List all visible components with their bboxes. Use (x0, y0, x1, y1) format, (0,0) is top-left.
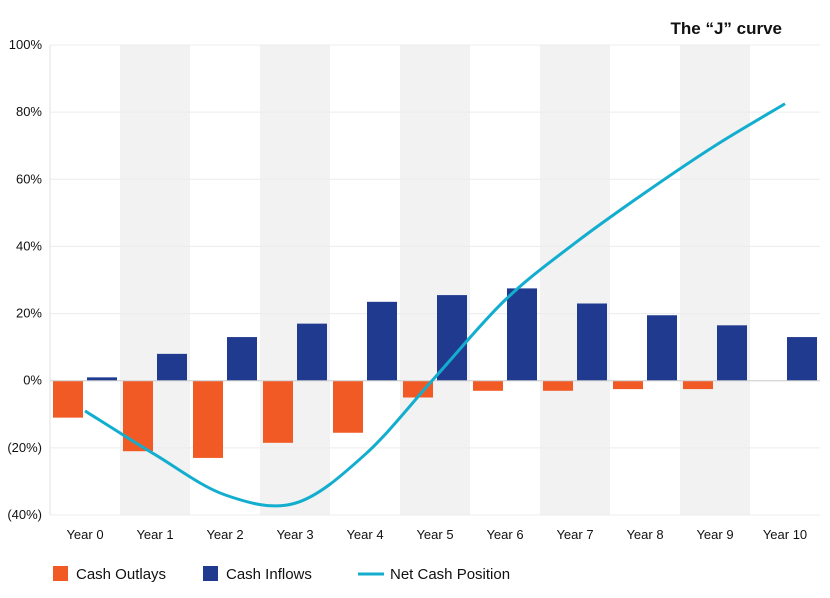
alternating-bands (120, 45, 750, 515)
bar-cash-outlays (333, 380, 363, 433)
bar-cash-outlays (193, 380, 223, 458)
net-cash-position-line (84, 102, 786, 508)
band-year-9 (680, 45, 750, 515)
y-tick-label: 40% (16, 238, 42, 253)
bar-cash-inflows (87, 377, 117, 381)
bar-cash-inflows (647, 315, 677, 381)
bar-cash-inflows (227, 337, 257, 381)
band-year-7 (540, 45, 610, 515)
legend-label-cash-outlays: Cash Outlays (76, 566, 166, 583)
x-tick-label: Year 7 (556, 527, 593, 542)
bar-cash-outlays (53, 380, 83, 418)
y-tick-labels: 100% 80% 60% 40% 20% 0% (20%) (40%) (7, 37, 42, 522)
chart-title: The “J” curve (671, 19, 783, 38)
x-tick-label: Year 2 (206, 527, 243, 542)
x-tick-label: Year 3 (276, 527, 313, 542)
x-tick-label: Year 4 (346, 527, 383, 542)
bar-cash-outlays (263, 380, 293, 443)
bar-cash-outlays (403, 380, 433, 398)
bar-cash-inflows (787, 337, 817, 381)
band-year-3 (260, 45, 330, 515)
x-tick-label: Year 9 (696, 527, 733, 542)
bar-cash-outlays (683, 380, 713, 390)
bar-cash-inflows (577, 303, 607, 381)
bar-cash-outlays (613, 380, 643, 390)
legend-item-net-cash-position: Net Cash Position (358, 566, 510, 583)
x-tick-label: Year 8 (626, 527, 663, 542)
x-tick-label: Year 1 (136, 527, 173, 542)
legend-label-cash-inflows: Cash Inflows (226, 566, 312, 583)
legend: Cash Outlays Cash Inflows Net Cash Posit… (53, 566, 510, 583)
legend-item-cash-outlays: Cash Outlays (53, 566, 166, 583)
legend-swatch-cash-outlays (53, 566, 68, 581)
y-tick-label: (20%) (7, 440, 42, 455)
y-tick-label: 20% (16, 306, 42, 321)
bar-cash-inflows (507, 288, 537, 381)
x-tick-label: Year 6 (486, 527, 523, 542)
bar-cash-outlays (543, 380, 573, 391)
bar-cash-inflows (717, 325, 747, 381)
band-year-5 (400, 45, 470, 515)
bar-cash-outlays (123, 380, 153, 452)
bar-cash-inflows (297, 323, 327, 381)
y-tick-label: 60% (16, 171, 42, 186)
x-tick-label: Year 0 (66, 527, 103, 542)
y-tick-label: 100% (9, 37, 43, 52)
legend-item-cash-inflows: Cash Inflows (203, 566, 312, 583)
bar-cash-inflows (157, 353, 187, 381)
x-tick-labels: Year 0 Year 1 Year 2 Year 3 Year 4 Year 5 Year… (66, 527, 807, 542)
legend-swatch-cash-inflows (203, 566, 218, 581)
y-tick-label: 0% (23, 373, 42, 388)
x-tick-label: Year 5 (416, 527, 453, 542)
legend-label-net-cash-position: Net Cash Position (390, 566, 510, 583)
y-tick-label: (40%) (7, 507, 42, 522)
bars-layer (53, 288, 817, 458)
bar-cash-inflows (437, 295, 467, 381)
bar-cash-outlays (473, 380, 503, 391)
bar-cash-inflows (367, 301, 397, 381)
y-tick-label: 80% (16, 104, 42, 119)
x-tick-label: Year 10 (763, 527, 807, 542)
